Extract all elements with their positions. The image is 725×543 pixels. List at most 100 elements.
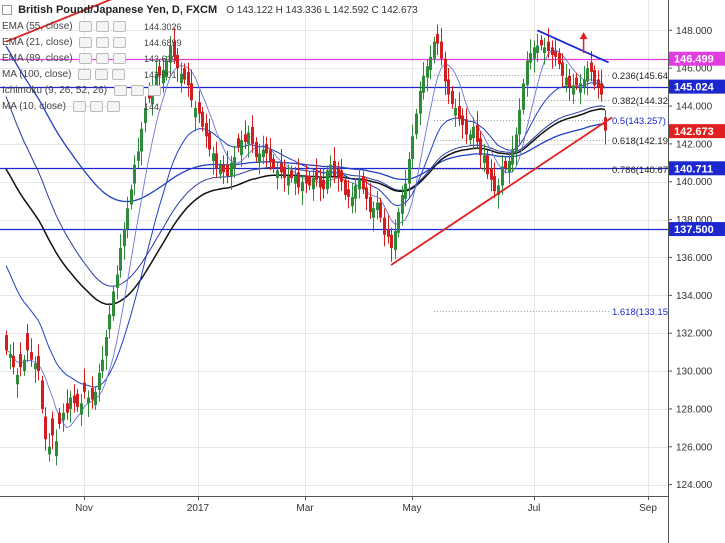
candle-body [483, 155, 486, 163]
candle-body [533, 47, 536, 59]
candle-body [294, 176, 297, 184]
candle-body [198, 102, 201, 114]
fib-level-label: 0.236(145.64 [612, 71, 668, 82]
eye-icon[interactable] [79, 36, 93, 48]
candle-body [269, 149, 272, 161]
indicator-row[interactable]: MA (100, close) 143.001 [2, 67, 418, 83]
candle-body [315, 172, 318, 180]
close-icon[interactable] [113, 36, 127, 48]
candle-body [258, 153, 261, 163]
gear-icon[interactable] [95, 68, 109, 80]
indicator-row[interactable]: EMA (21, close) 144.6899 [2, 35, 418, 51]
indicator-row[interactable]: Ichimoku (9, 26, 52, 26) [2, 83, 418, 99]
indicator-row[interactable]: EMA (89, close) 143.619 [2, 51, 418, 67]
candle-body [144, 107, 147, 124]
candle-body [230, 162, 233, 177]
candle-body [511, 149, 514, 165]
candle-body [579, 83, 582, 93]
gear-icon[interactable] [96, 36, 110, 48]
close-icon[interactable] [106, 100, 120, 112]
indicator-label: MA (100, close) [2, 69, 72, 80]
candle-body [41, 380, 44, 409]
indicator-row[interactable]: EMA (55, close) 144.3026 [2, 19, 418, 35]
y-tick-label: 134.000 [676, 291, 713, 302]
candle-body [262, 149, 265, 158]
candle-body [26, 333, 29, 351]
candle-body [501, 166, 504, 186]
eye-icon[interactable] [72, 100, 86, 112]
candle-body [272, 159, 275, 169]
candle-body [347, 189, 350, 197]
candle-body [133, 164, 136, 184]
candle-body [354, 185, 357, 199]
eye-icon[interactable] [79, 20, 93, 32]
candle-body [394, 230, 397, 250]
gear-icon[interactable] [130, 84, 144, 96]
candle-body [305, 176, 308, 184]
candle-body [419, 90, 422, 114]
candle-body [265, 143, 268, 154]
candle-body [604, 117, 607, 131]
close-icon[interactable] [113, 20, 127, 32]
candle-body [297, 172, 300, 188]
trendlines[interactable] [5, 0, 613, 266]
candle-body [565, 77, 568, 86]
candle-body [16, 374, 19, 385]
candle-body [476, 124, 479, 142]
price-label-box [669, 51, 725, 66]
candle-body [551, 47, 554, 55]
candle-body [12, 355, 15, 368]
y-tick-label: 142.000 [676, 139, 713, 150]
y-tick-label: 128.000 [676, 404, 713, 415]
candle-body [240, 140, 243, 156]
eye-icon[interactable] [78, 68, 92, 80]
fib-level-label: 0.5(143.257) [612, 116, 666, 127]
candle-body [561, 62, 564, 76]
candle-body [436, 34, 439, 44]
price-label-box [669, 161, 725, 176]
y-tick-label: 124.000 [676, 480, 713, 491]
eye-icon[interactable] [79, 52, 93, 64]
close-icon[interactable] [113, 52, 127, 64]
candle-body [91, 388, 94, 400]
candle-body [194, 107, 197, 118]
gear-icon[interactable] [96, 20, 110, 32]
fib-level-label: 1.618(133.15 [612, 307, 668, 318]
candle-body [201, 111, 204, 127]
fib-level-label: 0.382(144.32 [612, 96, 668, 107]
candle-body [568, 75, 571, 88]
y-tick-label: 136.000 [676, 253, 713, 264]
candle-body [126, 208, 129, 230]
candle-body [362, 176, 365, 190]
gear-icon[interactable] [96, 52, 110, 64]
collapse-icon[interactable] [2, 5, 12, 16]
candle-body [497, 185, 500, 195]
close-icon[interactable] [147, 84, 161, 96]
candle-body [76, 393, 79, 408]
candle-body [280, 162, 283, 173]
candle-body [140, 128, 143, 152]
candle-body [44, 416, 47, 440]
symbol-title: British Pound/Japanese Yen, D, FXCM [18, 4, 218, 16]
gear-icon[interactable] [89, 100, 103, 112]
candle-body [180, 73, 183, 84]
candle-body [48, 446, 51, 455]
indicator-row[interactable]: MA (10, close) 144. [2, 99, 418, 115]
candle-body [162, 70, 165, 84]
candle-body [454, 107, 457, 116]
candle-body [276, 170, 279, 178]
candle-body [9, 354, 12, 358]
candle-body [365, 187, 368, 199]
candle-body [108, 314, 111, 330]
price-label-text: 142.673 [674, 126, 714, 138]
close-icon[interactable] [112, 68, 126, 80]
eye-icon[interactable] [113, 84, 127, 96]
candle-body [429, 56, 432, 71]
indicator-label: MA (10, close) [2, 101, 66, 112]
candle-body [387, 229, 390, 237]
candle-body [337, 168, 340, 178]
candle-body [600, 83, 603, 95]
candle-body [101, 359, 104, 372]
candle-body [401, 194, 404, 214]
